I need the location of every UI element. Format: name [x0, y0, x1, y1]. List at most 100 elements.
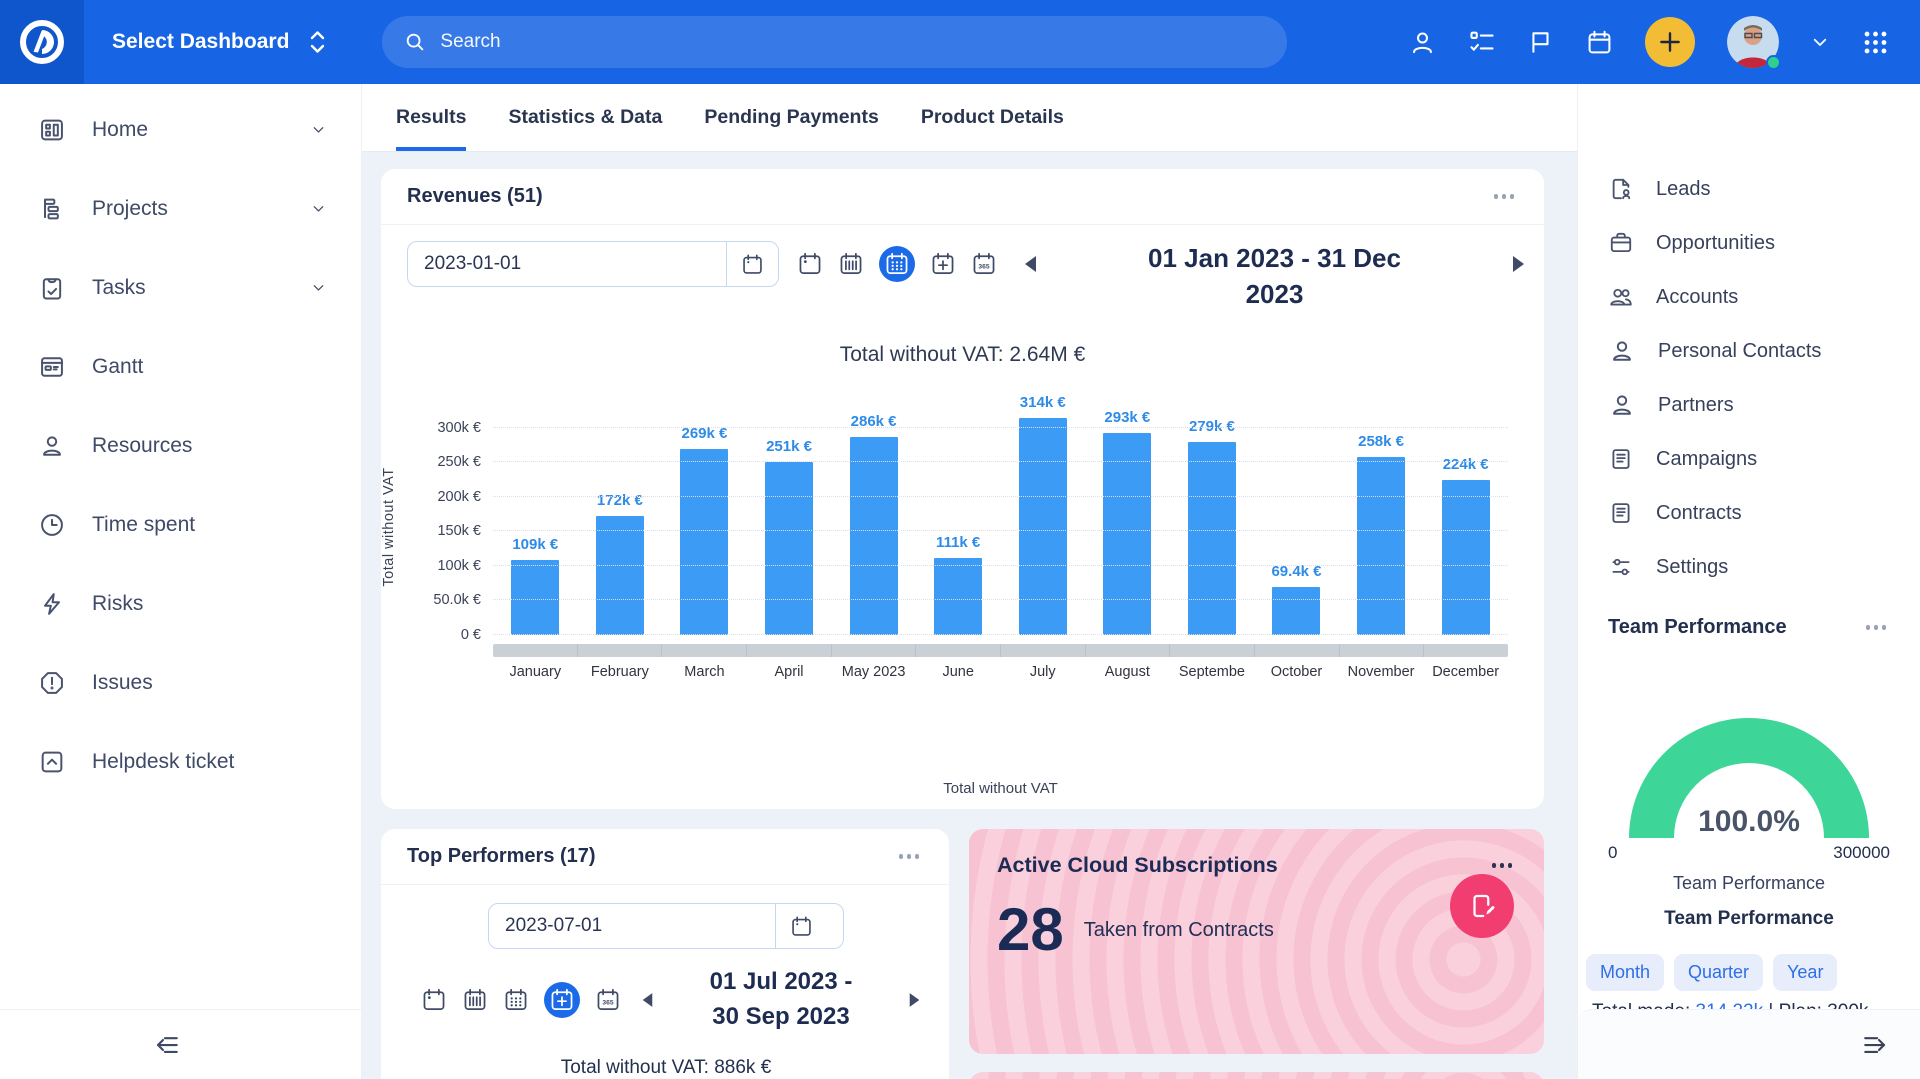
sidebar-item-issues[interactable]: Issues	[0, 643, 361, 722]
flag-icon[interactable]	[1528, 29, 1554, 55]
subscriptions-body: 28 Taken from Contracts	[969, 874, 1544, 960]
avatar[interactable]	[1727, 16, 1781, 70]
crm-item-settings[interactable]: Settings	[1578, 540, 1920, 594]
search-input[interactable]: Search	[382, 16, 1288, 68]
gauge-label: Team Performance	[1672, 873, 1826, 893]
team-performance-menu-button[interactable]	[1862, 621, 1891, 634]
crm-item-partners[interactable]: Partners	[1578, 378, 1920, 432]
user-icon[interactable]	[1409, 29, 1436, 56]
person-icon	[38, 432, 66, 460]
period-month-icon[interactable]	[503, 987, 529, 1013]
sidebar-item-home[interactable]: Home	[0, 90, 361, 169]
online-status-dot	[1766, 55, 1781, 70]
add-new-button[interactable]	[1645, 17, 1695, 67]
gauge-minmax: 0 300000	[1608, 843, 1890, 863]
period-year-icon[interactable]: 365	[595, 987, 621, 1013]
home-icon	[38, 116, 66, 144]
bar-november[interactable]	[1357, 456, 1406, 635]
chart-bar-slot: 269k €	[662, 419, 747, 635]
sliders-icon	[1608, 554, 1634, 580]
period-quarter-icon[interactable]	[930, 251, 956, 277]
collapse-right-sidebar-button[interactable]	[1856, 1030, 1892, 1060]
chart-x-labels: January February March April May 2023 June Jul…	[493, 664, 1508, 680]
tab-product-details[interactable]: Product Details	[920, 106, 1064, 128]
tab-pending-payments[interactable]: Pending Payments	[704, 106, 879, 128]
bar-april[interactable]	[765, 461, 814, 635]
revenues-prev-button[interactable]	[1019, 251, 1042, 277]
gauge-value: 100.0%	[1698, 805, 1800, 838]
period-week-icon[interactable]	[462, 987, 488, 1013]
bar-may-2023[interactable]	[849, 437, 898, 635]
subscriptions-column: Active Cloud Subscriptions 28 Taken from…	[969, 829, 1544, 1079]
bar-august[interactable]	[1103, 432, 1152, 635]
revenues-date-input[interactable]: 2023-01-01	[424, 253, 522, 274]
bar-june[interactable]	[934, 558, 983, 635]
bar-december[interactable]	[1441, 480, 1490, 635]
sidebar-item-helpdesk-ticket[interactable]: Helpdesk ticket	[0, 722, 361, 801]
y-tick-label: 150k €	[437, 523, 481, 540]
sidebar-item-projects[interactable]: Projects	[0, 169, 361, 248]
chevron-down-icon[interactable]	[310, 200, 327, 217]
gridline	[493, 461, 1508, 463]
bar-october[interactable]	[1272, 586, 1321, 635]
period-year-icon[interactable]: 365	[971, 251, 997, 277]
sidebar-item-risks[interactable]: Risks	[0, 564, 361, 643]
period-month-icon[interactable]	[879, 246, 915, 282]
pill-month[interactable]: Month	[1586, 954, 1665, 991]
top-performers-date-input[interactable]: 2023-07-01	[505, 915, 603, 936]
calendar-icon[interactable]	[1586, 29, 1613, 56]
sidebar-item-tasks[interactable]: Tasks	[0, 248, 361, 327]
collapse-sidebar-button[interactable]	[150, 1030, 186, 1060]
revenues-datepicker-button[interactable]	[726, 242, 778, 286]
sidebar-item-resources[interactable]: Resources	[0, 406, 361, 485]
top-performers-prev-button[interactable]	[637, 988, 658, 1012]
pill-year[interactable]: Year	[1773, 954, 1838, 991]
sidebar-item-time-spent[interactable]: Time spent	[0, 485, 361, 564]
bar-july[interactable]	[1018, 418, 1067, 635]
edit-contracts-button[interactable]	[1450, 874, 1514, 938]
crm-item-contracts[interactable]: Contracts	[1578, 486, 1920, 540]
period-quarter-icon[interactable]	[544, 981, 580, 1018]
revenues-next-button[interactable]	[1507, 251, 1530, 277]
checklist-icon[interactable]	[1468, 28, 1496, 56]
top-performers-next-button[interactable]	[904, 988, 925, 1012]
crm-item-opportunities[interactable]: Opportunities	[1578, 216, 1920, 270]
crm-item-label: Accounts	[1656, 285, 1739, 308]
plus-icon	[1660, 32, 1680, 52]
search-icon	[407, 33, 424, 51]
bar-march[interactable]	[680, 449, 729, 635]
tab-statistics-data[interactable]: Statistics & Data	[508, 106, 663, 128]
chevron-down-icon[interactable]	[310, 279, 327, 296]
chart-bar-slot: 69.4k €	[1254, 419, 1339, 635]
crm-item-leads[interactable]: Leads	[1578, 162, 1920, 216]
gridline	[493, 564, 1508, 566]
bar-septembe[interactable]	[1187, 442, 1236, 635]
period-week-icon[interactable]	[838, 251, 864, 277]
crm-item-campaigns[interactable]: Campaigns	[1578, 432, 1920, 486]
sidebar-item-gantt[interactable]: Gantt	[0, 327, 361, 406]
bar-february[interactable]	[595, 516, 644, 635]
profile-chevron-down-icon[interactable]	[1811, 33, 1829, 51]
top-performers-menu-button[interactable]	[895, 850, 924, 863]
apps-grid-icon[interactable]	[1861, 28, 1890, 57]
subscriptions-menu-button[interactable]	[1488, 859, 1517, 872]
pill-quarter[interactable]: Quarter	[1674, 954, 1764, 991]
crm-item-personal-contacts[interactable]: Personal Contacts	[1578, 324, 1920, 378]
y-tick-label: 300k €	[437, 419, 481, 436]
top-performers-date-group: 2023-07-01	[488, 903, 844, 949]
top-performers-datepicker-button[interactable]	[775, 904, 827, 948]
chevron-down-icon[interactable]	[310, 121, 327, 138]
period-day-icon[interactable]	[421, 987, 447, 1013]
crm-item-accounts[interactable]: Accounts	[1578, 270, 1920, 324]
chart-scroll-strip[interactable]	[493, 643, 1508, 657]
period-day-icon[interactable]	[797, 251, 823, 277]
bar-january[interactable]	[511, 559, 560, 635]
dashboard-selector[interactable]: Select Dashboard	[112, 29, 326, 55]
tab-results[interactable]: Results	[396, 84, 467, 151]
revenues-menu-button[interactable]	[1490, 190, 1519, 203]
revenues-title: Revenues (51)	[407, 185, 543, 207]
left-nav: Home Projects Tasks Gantt Resources Time spen…	[0, 84, 361, 801]
team-performance-gauge: 100.0%	[1619, 717, 1879, 841]
app-logo[interactable]	[0, 0, 84, 84]
sidebar-item-label: Time spent	[92, 512, 196, 536]
